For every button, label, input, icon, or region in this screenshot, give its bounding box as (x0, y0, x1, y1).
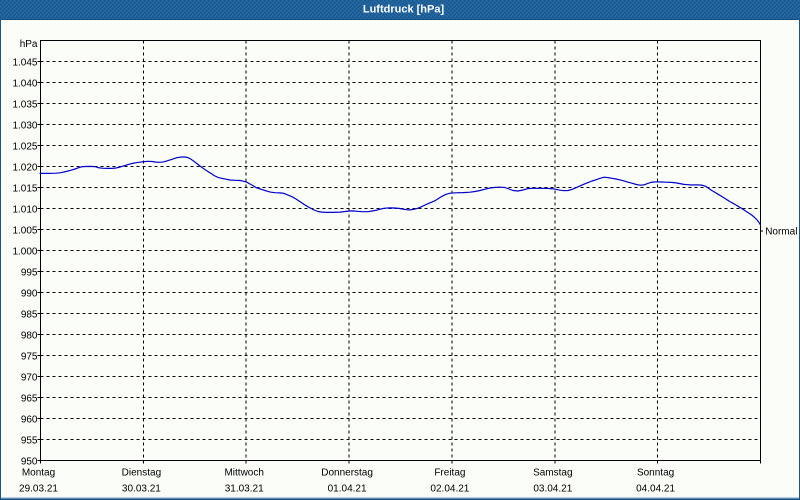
svg-text:Samstag: Samstag (533, 468, 572, 479)
svg-text:990: 990 (21, 289, 38, 300)
svg-text:31.03.21: 31.03.21 (225, 484, 264, 495)
svg-text:02.04.21: 02.04.21 (430, 484, 469, 495)
svg-text:Montag: Montag (22, 468, 55, 479)
svg-text:01.04.21: 01.04.21 (328, 484, 367, 495)
svg-text:Normal: Normal (765, 227, 797, 238)
svg-text:995: 995 (21, 268, 38, 279)
svg-text:hPa: hPa (20, 39, 38, 50)
svg-text:1.000: 1.000 (12, 247, 37, 258)
svg-text:1.030: 1.030 (12, 121, 37, 132)
svg-text:975: 975 (21, 352, 38, 363)
svg-text:1.020: 1.020 (12, 163, 37, 174)
svg-text:985: 985 (21, 310, 38, 321)
svg-text:Mittwoch: Mittwoch (224, 468, 263, 479)
svg-text:1.035: 1.035 (12, 100, 37, 111)
svg-text:965: 965 (21, 394, 38, 405)
svg-text:03.04.21: 03.04.21 (533, 484, 572, 495)
svg-text:950: 950 (21, 457, 38, 468)
svg-text:Sonntag: Sonntag (637, 468, 674, 479)
svg-text:29.03.21: 29.03.21 (19, 484, 58, 495)
svg-text:1.045: 1.045 (12, 58, 37, 69)
svg-text:970: 970 (21, 373, 38, 384)
svg-text:1.005: 1.005 (12, 226, 37, 237)
svg-text:Freitag: Freitag (434, 468, 465, 479)
svg-text:1.025: 1.025 (12, 142, 37, 153)
svg-text:960: 960 (21, 415, 38, 426)
svg-text:1.010: 1.010 (12, 205, 37, 216)
svg-text:1.040: 1.040 (12, 79, 37, 90)
svg-text:04.04.21: 04.04.21 (636, 484, 675, 495)
svg-text:Luftdruck [hPa]: Luftdruck [hPa] (363, 3, 445, 15)
svg-text:Donnerstag: Donnerstag (321, 468, 373, 479)
svg-text:Dienstag: Dienstag (122, 468, 161, 479)
svg-text:30.03.21: 30.03.21 (122, 484, 161, 495)
svg-text:1.015: 1.015 (12, 184, 37, 195)
svg-text:955: 955 (21, 436, 38, 447)
svg-text:980: 980 (21, 331, 38, 342)
